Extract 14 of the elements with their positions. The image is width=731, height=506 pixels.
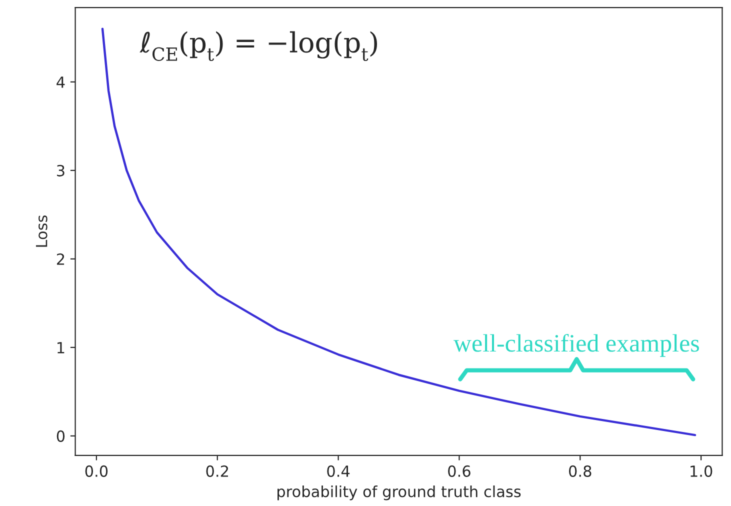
y-tick-label: 3 [57, 164, 64, 176]
annotation: well-classified examples [453, 334, 699, 357]
y-axis-title: Loss [36, 215, 48, 247]
x-tick-label: 0.0 [85, 465, 108, 477]
x-tick-label: 0.6 [448, 465, 470, 477]
y-tick-label: 2 [56, 253, 64, 265]
x-tick-label: 0.2 [206, 465, 228, 477]
x-tick-label: 1.0 [690, 465, 712, 477]
x-axis-title: probability of ground truth class [278, 485, 521, 500]
y-tick-label: 0 [56, 430, 65, 442]
y-tick-label: 4 [56, 76, 65, 88]
x-tick-label: 0.4 [327, 465, 350, 477]
x-tick-label: 0.8 [569, 465, 592, 477]
y-tick-label: 1 [58, 342, 64, 354]
